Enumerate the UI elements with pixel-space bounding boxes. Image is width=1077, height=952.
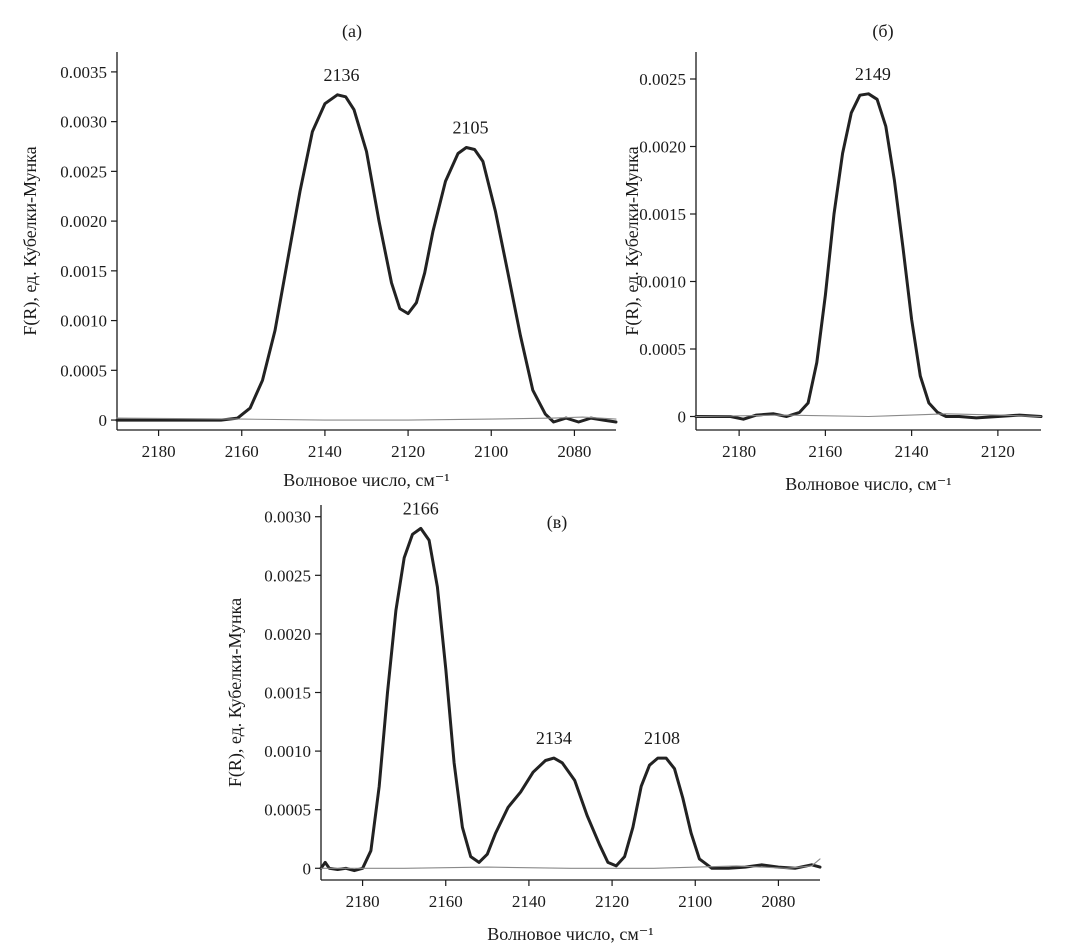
peak-label: 2166 (403, 498, 439, 518)
y-tick-label: 0.0025 (639, 70, 686, 89)
x-axis-title: Волновое число, см⁻¹ (283, 470, 449, 490)
panel-label: (а) (342, 21, 362, 42)
baseline-line (320, 858, 821, 869)
peak-label: 2136 (324, 65, 360, 85)
x-tick-label: 2080 (557, 442, 591, 461)
y-tick-label: 0.0015 (60, 262, 107, 281)
panel-1: 2180 2160 2140 2120 2100 2080 0 0.0005 0.0010 0.0… (20, 21, 618, 490)
y-axis-title: F(R), ед. Кубелки-Мунка (622, 146, 643, 335)
peak-label: 2108 (644, 728, 680, 748)
x-axis-title: Волновое число, см⁻¹ (487, 924, 653, 944)
y-tick-label: 0 (303, 859, 312, 878)
y-tick-label: 0.0025 (264, 566, 311, 585)
x-tick-label: 2080 (761, 892, 795, 911)
peak-label: 2149 (855, 64, 891, 84)
x-tick-label: 2140 (895, 442, 929, 461)
panel-2: 2180 2160 2140 2120 0 0.0005 0.0010 0.0015 0.002… (622, 21, 1043, 494)
baseline-line (695, 413, 1042, 418)
y-axis-title: F(R), ед. Кубелки-Мунка (20, 146, 41, 335)
x-tick-label: 2100 (678, 892, 712, 911)
x-tick-label: 2140 (512, 892, 546, 911)
spectrum-line (694, 92, 1043, 421)
y-tick-label: 0.0020 (264, 625, 311, 644)
panel-label: (б) (872, 21, 893, 42)
y-tick-label: 0.0005 (60, 361, 107, 380)
y-tick-label: 0.0025 (60, 162, 107, 181)
x-tick-label: 2100 (474, 442, 508, 461)
panel-label: (в) (547, 512, 568, 533)
y-tick-label: 0.0020 (60, 212, 107, 231)
x-tick-label: 2120 (391, 442, 425, 461)
y-tick-label: 0.0030 (60, 113, 107, 132)
peak-label: 2105 (452, 117, 488, 137)
x-tick-label: 2120 (595, 892, 629, 911)
y-tick-label: 0.0010 (264, 742, 311, 761)
x-tick-label: 2180 (722, 442, 756, 461)
y-tick-label: 0 (678, 408, 687, 427)
x-tick-label: 2160 (429, 892, 463, 911)
x-tick-label: 2180 (346, 892, 380, 911)
y-tick-label: 0.0010 (60, 312, 107, 331)
y-tick-label: 0.0015 (264, 684, 311, 703)
y-tick-label: 0.0005 (264, 801, 311, 820)
x-tick-label: 2120 (981, 442, 1015, 461)
panel-3: 2180 2160 2140 2120 2100 2080 0 0.0005 0.0010 0.0… (225, 498, 822, 944)
x-axis-title: Волновое число, см⁻¹ (785, 474, 951, 494)
x-tick-label: 2160 (225, 442, 259, 461)
y-tick-label: 0 (99, 411, 108, 430)
y-tick-label: 0.0005 (639, 340, 686, 359)
x-tick-label: 2180 (142, 442, 176, 461)
baseline-line (116, 416, 617, 421)
y-tick-label: 0.0035 (60, 63, 107, 82)
y-axis-title: F(R), ед. Кубелки-Мунка (225, 598, 246, 787)
y-tick-label: 0.0010 (639, 273, 686, 292)
spectrum-line (319, 526, 822, 873)
x-tick-label: 2160 (808, 442, 842, 461)
y-tick-label: 0.0020 (639, 138, 686, 157)
x-tick-label: 2140 (308, 442, 342, 461)
spectrum-line (115, 93, 618, 424)
y-tick-label: 0.0015 (639, 205, 686, 224)
y-tick-label: 0.0030 (264, 508, 311, 527)
peak-label: 2134 (536, 728, 572, 748)
